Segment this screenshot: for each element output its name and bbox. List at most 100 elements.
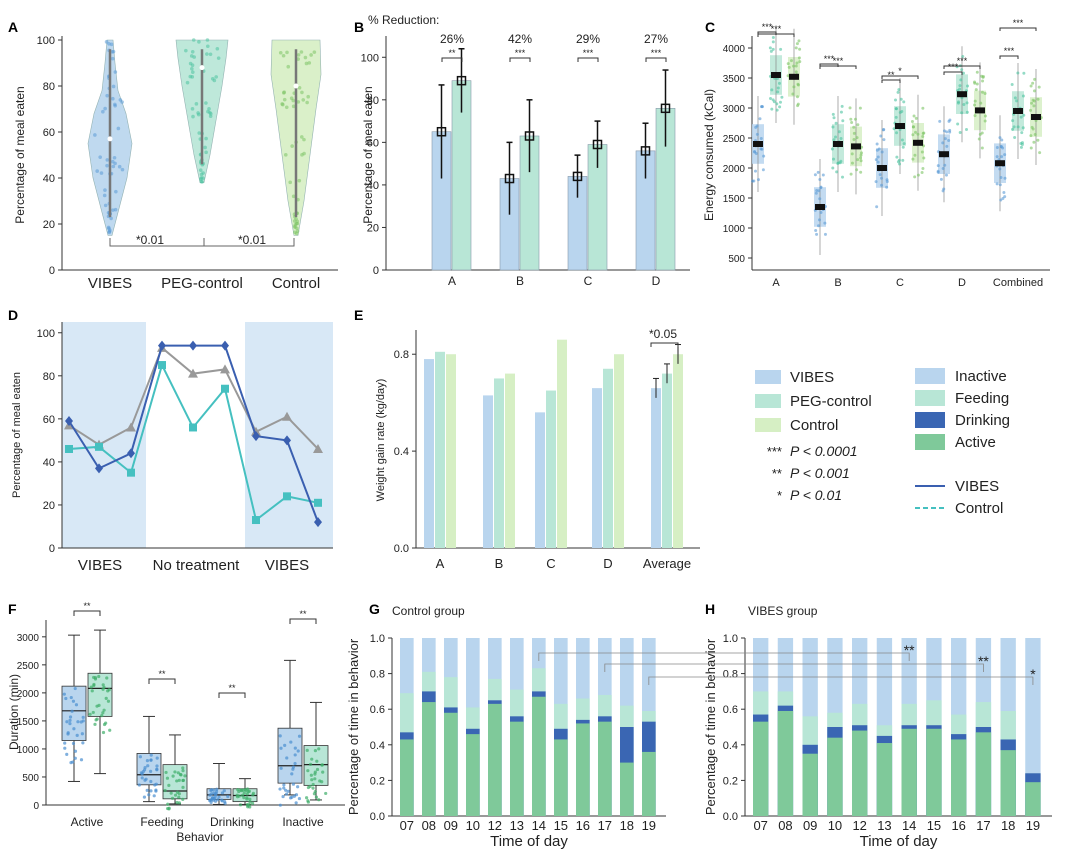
x-tick-label: 16 xyxy=(576,818,590,833)
y-tick-label: 0 xyxy=(33,801,39,812)
data-point xyxy=(305,100,309,105)
data-point xyxy=(817,189,821,193)
data-point xyxy=(297,796,302,801)
data-point xyxy=(965,101,969,105)
box-vibes xyxy=(277,727,303,784)
significance-bracket xyxy=(204,238,295,247)
data-point xyxy=(181,766,185,770)
data-point xyxy=(106,699,111,703)
x-tick-label: A xyxy=(448,274,456,288)
data-point xyxy=(981,75,985,79)
data-point xyxy=(998,167,1002,171)
data-point xyxy=(941,167,945,171)
phase-label: No treatment xyxy=(153,557,241,574)
data-point xyxy=(1029,108,1033,112)
reduction-label: 42% xyxy=(508,32,532,46)
data-point xyxy=(137,783,141,787)
data-point xyxy=(171,774,175,778)
data-point xyxy=(294,801,298,805)
significance-label: ** xyxy=(904,642,915,658)
x-tick-label: 07 xyxy=(753,818,767,833)
data-point xyxy=(310,757,314,761)
data-point xyxy=(285,50,289,55)
x-tick-label: C xyxy=(546,556,555,571)
data-point xyxy=(196,111,200,115)
data-point xyxy=(841,119,845,123)
x-tick-label: Combined xyxy=(993,277,1043,289)
data-point xyxy=(113,103,117,108)
y-tick-label: 40 xyxy=(43,173,55,185)
data-point xyxy=(190,63,195,67)
data-point xyxy=(916,132,920,136)
data-point xyxy=(239,788,243,792)
y-tick-label: 20 xyxy=(367,222,379,234)
data-point xyxy=(105,163,109,168)
data-point xyxy=(754,125,758,129)
x-tick-label: B xyxy=(516,274,524,288)
data-point xyxy=(296,749,300,753)
data-point xyxy=(1010,83,1014,87)
data-point xyxy=(921,166,925,170)
data-point xyxy=(107,230,112,235)
y-tick-label: 500 xyxy=(22,773,39,784)
data-point xyxy=(158,361,166,370)
median-marker xyxy=(877,165,887,171)
data-point xyxy=(755,132,759,136)
data-point xyxy=(106,225,111,230)
data-point xyxy=(167,783,171,787)
data-point xyxy=(771,47,775,51)
y-tick-label: 1000 xyxy=(723,224,746,235)
legend-label: Inactive xyxy=(955,368,1007,385)
data-point xyxy=(207,107,211,111)
data-point xyxy=(964,127,968,131)
y-axis-label: Duration (min) xyxy=(7,674,21,750)
data-point xyxy=(960,111,964,115)
data-point xyxy=(189,340,197,351)
data-point xyxy=(979,101,983,105)
data-point xyxy=(900,138,904,142)
data-point xyxy=(198,168,203,172)
data-point xyxy=(252,431,260,442)
data-point xyxy=(813,173,817,177)
data-point xyxy=(875,142,879,146)
significance-bracket xyxy=(73,610,101,616)
y-tick-label: 1500 xyxy=(723,194,746,205)
median-marker xyxy=(789,73,799,80)
data-point xyxy=(815,232,819,236)
x-tick-label: 08 xyxy=(422,818,436,833)
data-point xyxy=(173,793,178,797)
data-point xyxy=(776,90,780,94)
data-point xyxy=(97,674,101,679)
data-point xyxy=(852,131,856,135)
median-marker xyxy=(995,160,1005,167)
bar-active xyxy=(444,712,458,816)
data-point xyxy=(961,71,965,75)
data-point xyxy=(321,770,325,774)
significance-text: P < 0.01 xyxy=(790,487,842,503)
data-point xyxy=(290,772,294,776)
data-point xyxy=(792,85,796,89)
x-tick-label: C xyxy=(584,274,593,288)
y-tick-label: 2500 xyxy=(723,134,746,145)
data-point xyxy=(848,106,852,110)
reduction-label: 26% xyxy=(440,32,464,46)
data-point xyxy=(296,53,301,57)
data-point xyxy=(771,36,775,40)
data-point xyxy=(853,117,857,121)
data-point xyxy=(235,795,240,799)
legend-label: Active xyxy=(955,434,996,451)
significance-label: *** xyxy=(515,48,526,58)
median-point xyxy=(199,65,205,71)
x-tick-label: 12 xyxy=(488,818,502,833)
y-tick-label: 0.0 xyxy=(370,811,385,823)
data-point xyxy=(859,151,863,155)
data-point xyxy=(1033,89,1037,93)
data-point xyxy=(70,709,74,713)
data-point xyxy=(120,100,124,104)
data-point xyxy=(291,765,295,769)
y-tick-label: 1000 xyxy=(17,745,40,756)
data-point xyxy=(852,137,856,141)
y-tick-label: 20 xyxy=(43,500,55,512)
data-point xyxy=(101,683,105,687)
